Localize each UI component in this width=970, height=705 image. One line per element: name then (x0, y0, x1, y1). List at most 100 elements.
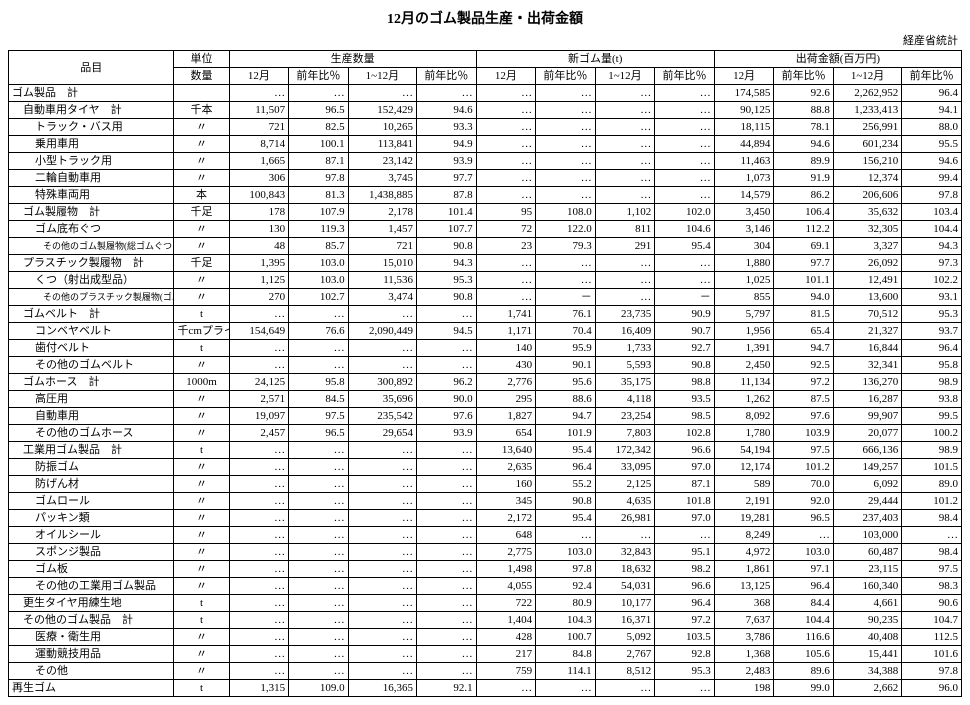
cell-p12: 270 (229, 289, 289, 306)
cell-pYoy: 102.7 (289, 289, 349, 306)
cell-p12: … (229, 561, 289, 578)
cell-rCum: 18,632 (595, 561, 655, 578)
cell-rYoy: 70.4 (536, 323, 596, 340)
cell-pYoy: 81.3 (289, 187, 349, 204)
cell-rCumYoy: … (655, 85, 715, 102)
cell-pYoy: 85.7 (289, 238, 349, 255)
table-row: ゴムロール〃…………34590.84,635101.82,19192.029,4… (9, 493, 962, 510)
cell-rCum: 4,118 (595, 391, 655, 408)
cell-sCum: 35,632 (833, 204, 901, 221)
cell-rCumYoy: 102.8 (655, 425, 715, 442)
cell-pYoy: … (289, 442, 349, 459)
row-unit: 〃 (174, 272, 229, 289)
cell-pCum: … (348, 442, 416, 459)
row-unit: 〃 (174, 493, 229, 510)
cell-pCum: … (348, 646, 416, 663)
row-unit: 〃 (174, 459, 229, 476)
cell-pCumYoy: … (417, 442, 477, 459)
cell-rCumYoy: 95.1 (655, 544, 715, 561)
table-row: ゴム底布ぐつ〃130119.31,457107.772122.0811104.6… (9, 221, 962, 238)
row-label: パッキン類 (9, 510, 174, 527)
cell-pCumYoy: … (417, 544, 477, 561)
cell-sCum: 2,262,952 (833, 85, 901, 102)
cell-rCumYoy: 95.4 (655, 238, 715, 255)
row-label: ゴム板 (9, 561, 174, 578)
cell-sYoy: … (774, 527, 834, 544)
cell-sCum: 160,340 (833, 578, 901, 595)
cell-sCumYoy: 94.3 (902, 238, 962, 255)
cell-rCum: 16,371 (595, 612, 655, 629)
table-row: 二輪自動車用〃30697.83,74597.7…………1,07391.912,3… (9, 170, 962, 187)
cell-rCumYoy: 90.8 (655, 357, 715, 374)
cell-rCum: 5,593 (595, 357, 655, 374)
row-label: スポンジ製品 (9, 544, 174, 561)
cell-rYoy: 104.3 (536, 612, 596, 629)
cell-rCumYoy: … (655, 255, 715, 272)
cell-rCum: … (595, 680, 655, 697)
cell-rCumYoy: … (655, 136, 715, 153)
cell-r12: … (476, 136, 536, 153)
cell-rCumYoy: 92.8 (655, 646, 715, 663)
cell-sYoy: 89.6 (774, 663, 834, 680)
row-unit: 〃 (174, 663, 229, 680)
cell-rYoy: … (536, 102, 596, 119)
cell-pCumYoy: … (417, 340, 477, 357)
row-unit: t (174, 612, 229, 629)
row-label: 自動車用タイヤ 計 (9, 102, 174, 119)
cell-rYoy: 95.4 (536, 510, 596, 527)
col-rYoy: 前年比％ (536, 68, 596, 85)
cell-pCum: 152,429 (348, 102, 416, 119)
cell-pYoy: 95.8 (289, 374, 349, 391)
cell-s12: 1,262 (714, 391, 774, 408)
cell-sYoy: 106.4 (774, 204, 834, 221)
cell-sYoy: 92.6 (774, 85, 834, 102)
cell-p12: … (229, 527, 289, 544)
cell-r12: 72 (476, 221, 536, 238)
cell-pYoy: … (289, 85, 349, 102)
cell-sYoy: 96.5 (774, 510, 834, 527)
cell-rYoy: … (536, 170, 596, 187)
cell-sYoy: 84.4 (774, 595, 834, 612)
cell-r12: 4,055 (476, 578, 536, 595)
row-label: ゴム製品 計 (9, 85, 174, 102)
data-table: 品目 単位 生産数量 新ゴム量(t) 出荷金額(百万円) 数量 12月 前年比％… (8, 50, 962, 697)
cell-rCum: 8,512 (595, 663, 655, 680)
col-unit-group: 単位 (174, 51, 229, 68)
cell-pYoy: 103.0 (289, 272, 349, 289)
cell-rCumYoy: 102.0 (655, 204, 715, 221)
cell-p12: … (229, 578, 289, 595)
cell-pCum: … (348, 459, 416, 476)
cell-pCumYoy: … (417, 459, 477, 476)
cell-pCumYoy: … (417, 561, 477, 578)
cell-p12: 2,571 (229, 391, 289, 408)
cell-s12: 3,450 (714, 204, 774, 221)
cell-pYoy: … (289, 578, 349, 595)
cell-p12: 178 (229, 204, 289, 221)
cell-rYoy: … (536, 153, 596, 170)
cell-sYoy: 112.2 (774, 221, 834, 238)
cell-pCum: 1,438,885 (348, 187, 416, 204)
cell-rCumYoy: 98.5 (655, 408, 715, 425)
col-pCum: 1~12月 (348, 68, 416, 85)
row-label: 防振ゴム (9, 459, 174, 476)
cell-sCumYoy: 99.5 (902, 408, 962, 425)
cell-rYoy: 108.0 (536, 204, 596, 221)
cell-rCumYoy: 93.5 (655, 391, 715, 408)
cell-rYoy: … (536, 85, 596, 102)
cell-pCumYoy: 94.5 (417, 323, 477, 340)
cell-pCum: 2,178 (348, 204, 416, 221)
cell-sCumYoy: 88.0 (902, 119, 962, 136)
cell-rCum: … (595, 170, 655, 187)
cell-sCum: 1,233,413 (833, 102, 901, 119)
cell-pCum: 23,142 (348, 153, 416, 170)
cell-pYoy: 82.5 (289, 119, 349, 136)
cell-r12: 140 (476, 340, 536, 357)
cell-sCum: 103,000 (833, 527, 901, 544)
col-unit-sub: 数量 (174, 68, 229, 85)
cell-r12: 759 (476, 663, 536, 680)
cell-sYoy: 103.0 (774, 544, 834, 561)
cell-rCum: 54,031 (595, 578, 655, 595)
cell-pCum: … (348, 476, 416, 493)
cell-sYoy: 89.9 (774, 153, 834, 170)
cell-p12: … (229, 459, 289, 476)
